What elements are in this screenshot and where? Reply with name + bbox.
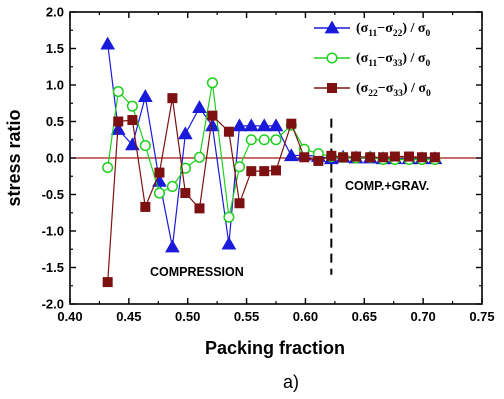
y-tick-label: -2.0 — [42, 297, 64, 312]
y-tick-label: -0.5 — [42, 187, 64, 202]
y-tick-label: 0.5 — [46, 114, 64, 129]
y-axis-label: stress ratio — [4, 109, 24, 206]
square-marker — [247, 167, 256, 176]
compression-annotation: COMPRESSION — [150, 265, 244, 279]
y-tick-label: 0.0 — [46, 151, 64, 166]
square-marker — [208, 111, 217, 120]
x-tick-label: 0.70 — [410, 309, 435, 324]
triangle-marker — [193, 101, 206, 112]
circle-marker — [208, 78, 218, 88]
triangle-marker — [179, 127, 192, 138]
square-marker — [405, 152, 414, 161]
y-tick-label: 2.0 — [46, 5, 64, 20]
comp-grav-annotation: COMP.+GRAV. — [345, 179, 429, 193]
legend-label: (σ11−σ33) / σ0 — [356, 51, 431, 69]
circle-marker — [155, 188, 165, 198]
square-marker — [114, 117, 123, 126]
y-tick-label: -1.0 — [42, 224, 64, 239]
triangle-marker — [326, 22, 339, 33]
x-tick-label: 0.75 — [469, 309, 494, 324]
y-tick-label: 1.0 — [46, 78, 64, 93]
legend-label: (σ11−σ22) / σ0 — [356, 21, 431, 39]
square-marker — [260, 167, 269, 176]
legend-entry-2: (σ11−σ33) / σ0 — [314, 51, 431, 69]
square-marker — [328, 84, 337, 93]
square-marker — [417, 153, 426, 162]
triangle-marker — [233, 119, 246, 130]
circle-marker — [271, 135, 281, 145]
triangle-marker — [101, 38, 114, 49]
y-tick-label: 1.5 — [46, 41, 64, 56]
legend-entry-1: (σ11−σ22) / σ0 — [314, 21, 431, 39]
circle-marker — [246, 135, 256, 145]
square-marker — [235, 199, 244, 208]
square-marker — [272, 166, 281, 175]
series-2 — [103, 78, 440, 222]
circle-marker — [327, 53, 337, 63]
square-marker — [287, 119, 296, 128]
square-marker — [327, 151, 336, 160]
square-marker — [103, 278, 112, 287]
square-marker — [195, 204, 204, 213]
circle-marker — [103, 163, 113, 173]
x-tick-label: 0.65 — [352, 309, 377, 324]
series-line — [108, 44, 435, 247]
square-marker — [128, 116, 137, 125]
square-marker — [352, 152, 361, 161]
square-marker — [181, 189, 190, 198]
triangle-marker — [139, 90, 152, 101]
square-marker — [430, 153, 439, 162]
x-tick-label: 0.50 — [175, 309, 200, 324]
circle-marker — [195, 152, 205, 162]
circle-marker — [113, 87, 123, 97]
square-marker — [390, 152, 399, 161]
x-tick-label: 0.45 — [116, 309, 141, 324]
circle-marker — [259, 135, 269, 145]
series-layer — [101, 38, 441, 287]
series-1 — [101, 38, 441, 252]
square-marker — [339, 153, 348, 162]
x-tick-label: 0.55 — [234, 309, 259, 324]
figure-caption: a) — [283, 372, 299, 392]
circle-marker — [141, 141, 151, 151]
y-tick-label: -1.5 — [42, 260, 64, 275]
square-marker — [224, 127, 233, 136]
circle-marker — [168, 182, 178, 192]
circle-marker — [224, 212, 234, 222]
triangle-marker — [222, 238, 235, 249]
triangle-marker — [258, 119, 271, 130]
square-marker — [314, 156, 323, 165]
square-marker — [300, 153, 309, 162]
legend: (σ11−σ22) / σ0 (σ11−σ33) / σ0 (σ22−σ33) / … — [314, 21, 431, 99]
square-marker — [168, 94, 177, 103]
circle-marker — [235, 162, 245, 172]
square-marker — [379, 153, 388, 162]
circle-marker — [128, 101, 138, 111]
x-axis-label: Packing fraction — [205, 338, 345, 358]
legend-label: (σ22−σ33) / σ0 — [356, 81, 431, 99]
triangle-marker — [245, 119, 258, 130]
square-marker — [366, 153, 375, 162]
x-tick-label: 0.60 — [293, 309, 318, 324]
triangle-marker — [166, 241, 179, 252]
triangle-marker — [270, 119, 283, 130]
square-marker — [155, 168, 164, 177]
legend-entry-3: (σ22−σ33) / σ0 — [314, 81, 431, 99]
square-marker — [141, 202, 150, 211]
